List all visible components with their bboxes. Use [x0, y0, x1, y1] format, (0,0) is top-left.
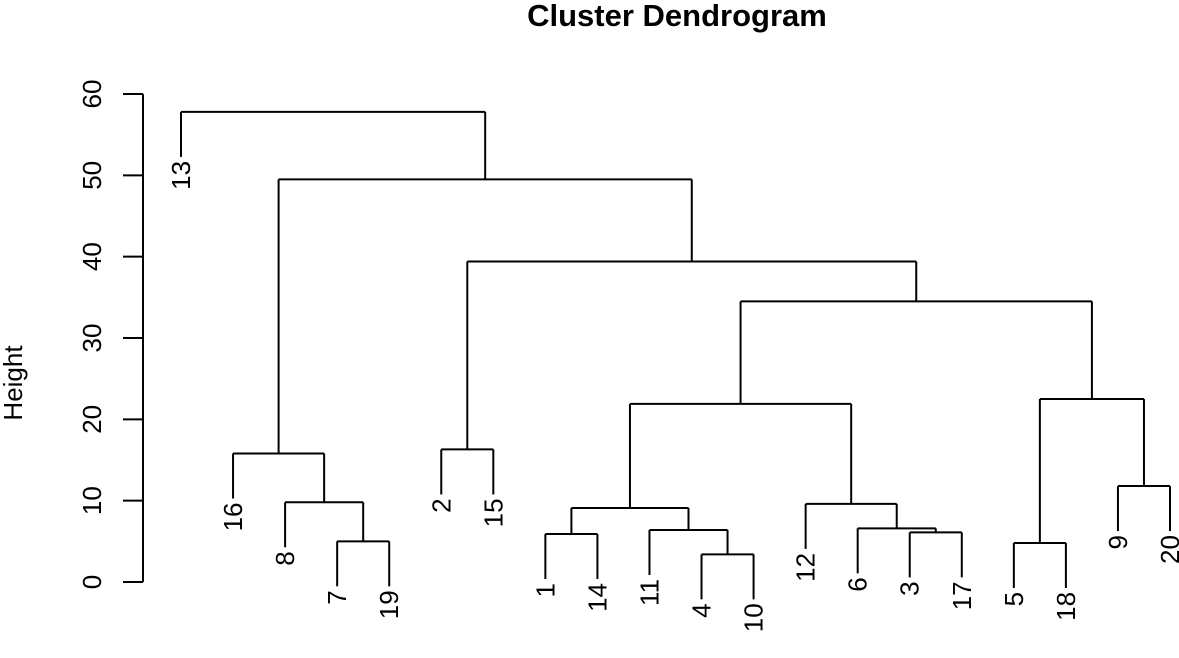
leaf-label-3: 3: [895, 581, 925, 595]
leaf-label-18: 18: [1051, 592, 1081, 621]
y-axis: 0 10 20 30 40 50 60: [77, 80, 144, 589]
y-tick-label: 20: [77, 405, 107, 434]
y-tick-label: 10: [77, 486, 107, 515]
y-tick-label: 0: [77, 575, 107, 589]
leaf-label-1: 1: [530, 583, 560, 597]
leaf-label-13: 13: [166, 161, 196, 190]
y-tick-label: 40: [77, 242, 107, 271]
chart-title: Cluster Dendrogram: [527, 0, 827, 33]
leaf-label-14: 14: [582, 583, 612, 612]
leaf-label-16: 16: [218, 502, 248, 531]
leaf-label-11: 11: [634, 579, 664, 606]
leaf-label-6: 6: [843, 577, 873, 591]
leaf-label-17: 17: [947, 581, 977, 610]
y-tick-label: 30: [77, 324, 107, 353]
leaf-label-4: 4: [687, 603, 717, 617]
leaf-label-12: 12: [791, 553, 821, 582]
y-tick-label: 50: [77, 161, 107, 190]
leaf-label-5: 5: [999, 592, 1029, 606]
leaf-label-7: 7: [322, 590, 352, 604]
leaf-label-15: 15: [478, 498, 508, 527]
leaf-label-9: 9: [1103, 535, 1133, 549]
dendrogram-links: [180, 110, 1171, 600]
y-axis-label: Height: [0, 345, 28, 421]
leaf-label-19: 19: [374, 590, 404, 619]
leaf-label-2: 2: [426, 498, 456, 512]
y-tick-label: 60: [77, 80, 107, 109]
leaf-label-10: 10: [739, 603, 769, 632]
leaf-label-8: 8: [270, 551, 300, 565]
leaf-label-20: 20: [1155, 535, 1179, 564]
